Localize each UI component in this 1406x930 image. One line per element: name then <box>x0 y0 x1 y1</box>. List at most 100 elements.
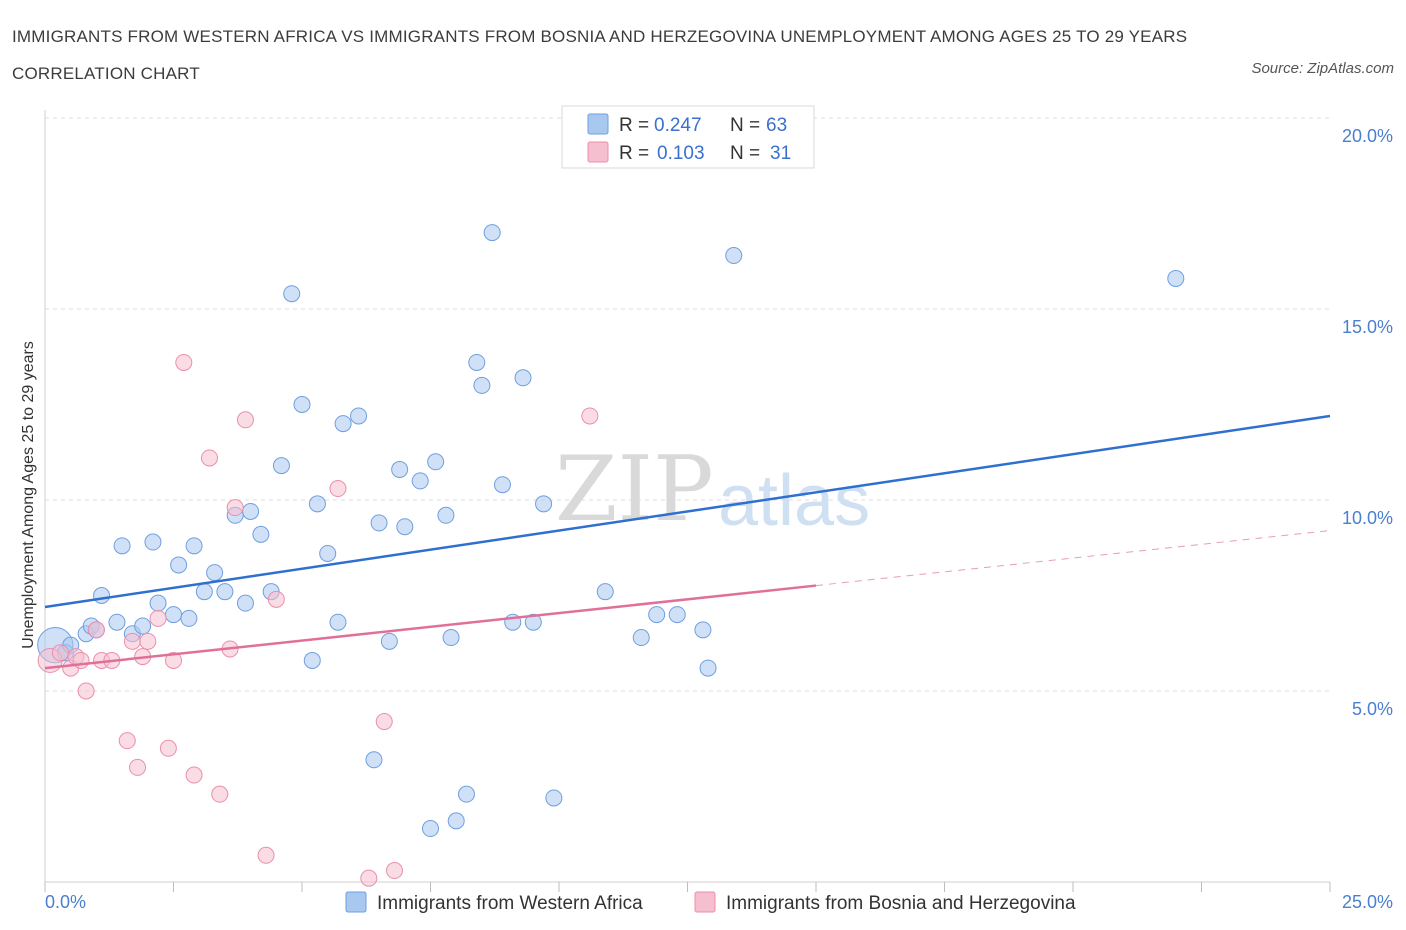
point-western-africa-11 <box>144 533 162 551</box>
legend-r-label-pink: R = <box>619 143 649 164</box>
point-bosnia-18 <box>185 766 203 784</box>
legend-r-value-blue: 0.247 <box>654 115 702 136</box>
point-bosnia-24 <box>257 846 275 864</box>
legend-r-value-pink: 0.103 <box>657 143 705 164</box>
watermark: ZIP atlas <box>555 437 870 542</box>
watermark-zip: ZIP <box>555 437 714 542</box>
point-bosnia-14 <box>149 609 167 627</box>
point-western-africa-33 <box>350 407 368 425</box>
point-western-africa-36 <box>380 632 398 650</box>
point-western-africa-58 <box>668 606 686 624</box>
point-western-africa-14 <box>170 556 188 574</box>
point-western-africa-6 <box>93 587 111 604</box>
point-western-africa-59 <box>694 621 712 639</box>
point-western-africa-21 <box>236 594 254 612</box>
point-western-africa-45 <box>457 785 475 803</box>
point-western-africa-29 <box>308 495 326 513</box>
point-western-africa-52 <box>524 613 542 631</box>
point-western-africa-39 <box>411 472 429 490</box>
point-bosnia-23 <box>236 411 254 429</box>
point-western-africa-47 <box>473 376 491 394</box>
point-bosnia-6 <box>87 621 105 639</box>
point-western-africa-31 <box>329 613 347 631</box>
bottom-legend-swatch-blue <box>345 891 367 913</box>
point-western-africa-7 <box>108 613 126 631</box>
point-western-africa-15 <box>180 609 198 627</box>
point-western-africa-17 <box>195 583 213 601</box>
axis-layer <box>44 110 1331 892</box>
point-bosnia-1 <box>51 644 69 662</box>
point-western-africa-35 <box>370 514 388 532</box>
point-western-africa-40 <box>422 820 439 838</box>
bottom-legend-swatch-pink <box>694 891 716 913</box>
x-tick-label-max: 25.0% <box>1342 892 1393 912</box>
trend-line-extension-pink <box>815 530 1331 587</box>
point-western-africa-56 <box>632 629 650 647</box>
point-bosnia-15 <box>159 739 177 757</box>
bottom-legend-label-blue: Immigrants from Western Africa <box>377 893 643 914</box>
point-bosnia-28 <box>375 713 393 731</box>
point-western-africa-16 <box>185 537 203 555</box>
trend-line-pink <box>44 584 817 670</box>
point-bosnia-25 <box>267 590 285 608</box>
y-tick-label-20: 20.0% <box>1342 126 1393 146</box>
point-western-africa-23 <box>252 525 270 543</box>
y-tick-label-15: 15.0% <box>1342 317 1393 337</box>
point-western-africa-38 <box>396 518 414 536</box>
point-western-africa-41 <box>427 453 445 471</box>
point-western-africa-49 <box>493 476 511 494</box>
legend-n-label-pink: N = <box>730 143 760 164</box>
points-layer <box>37 224 1185 887</box>
legend-n-label-blue: N = <box>730 115 760 136</box>
point-western-africa-54 <box>545 789 563 807</box>
point-western-africa-37 <box>391 460 409 478</box>
point-bosnia-19 <box>200 449 218 467</box>
y-tick-label-5: 5.0% <box>1352 699 1393 719</box>
watermark-atlas: atlas <box>718 461 870 541</box>
point-western-africa-12 <box>149 594 167 612</box>
point-bosnia-26 <box>329 480 347 498</box>
point-bosnia-16 <box>165 651 182 669</box>
point-western-africa-57 <box>648 606 666 624</box>
x-tick-label-min: 0.0% <box>45 892 86 912</box>
legend-r-label-blue: R = <box>619 115 649 136</box>
point-bosnia-22 <box>226 499 244 517</box>
point-western-africa-62 <box>1167 269 1185 287</box>
point-bosnia-17 <box>175 353 193 371</box>
point-western-africa-18 <box>206 564 224 582</box>
trend-layer <box>44 414 1331 670</box>
point-western-africa-25 <box>272 457 290 475</box>
point-western-africa-51 <box>514 369 532 387</box>
chart-source: Source: ZipAtlas.com <box>1251 60 1394 77</box>
legend-swatch-blue <box>587 113 609 135</box>
top-legend: R = 0.247 N = 63 R = 0.103 N = 31 <box>561 105 815 169</box>
point-western-africa-55 <box>596 583 614 601</box>
y-axis-label: Unemployment Among Ages 25 to 29 years <box>20 341 37 649</box>
legend-n-value-pink: 31 <box>770 143 791 164</box>
point-western-africa-42 <box>437 506 455 524</box>
point-bosnia-30 <box>581 407 599 425</box>
point-western-africa-32 <box>334 415 352 433</box>
point-western-africa-61 <box>725 247 743 265</box>
point-bosnia-5 <box>77 682 95 700</box>
point-western-africa-27 <box>293 396 311 413</box>
point-western-africa-13 <box>165 606 182 624</box>
point-western-africa-46 <box>468 353 486 371</box>
point-bosnia-29 <box>386 862 404 880</box>
chart-title: IMMIGRANTS FROM WESTERN AFRICA VS IMMIGR… <box>12 27 1188 83</box>
point-bosnia-10 <box>123 632 141 650</box>
trend-line-blue <box>44 414 1331 609</box>
point-western-africa-43 <box>442 629 460 647</box>
point-bosnia-20 <box>211 785 229 803</box>
bottom-legend: Immigrants from Western Africa Immigrant… <box>345 891 1076 914</box>
legend-swatch-pink <box>587 141 609 163</box>
point-bosnia-13 <box>139 632 157 650</box>
point-western-africa-28 <box>303 651 321 669</box>
point-western-africa-19 <box>216 583 234 601</box>
point-bosnia-11 <box>129 758 147 776</box>
point-bosnia-9 <box>118 732 136 750</box>
point-western-africa-30 <box>319 544 337 562</box>
point-western-africa-60 <box>699 659 717 677</box>
y-tick-label-10: 10.0% <box>1342 508 1393 528</box>
